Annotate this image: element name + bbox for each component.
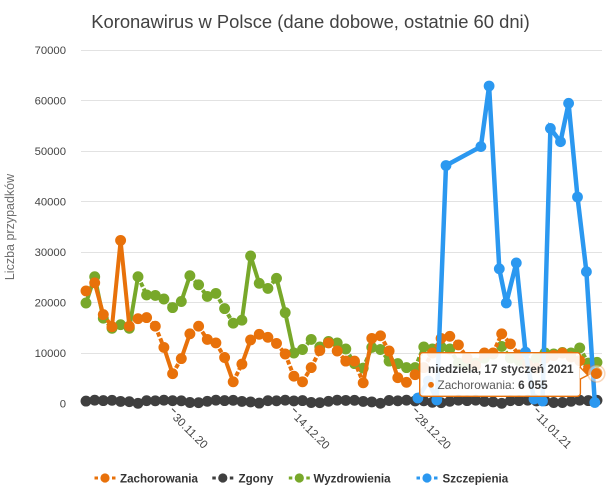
svg-text:50000: 50000 [35,146,66,158]
svg-text:28.12.20: 28.12.20 [413,412,453,452]
svg-text:Zachorowania: 6 055: Zachorowania: 6 055 [438,378,549,392]
svg-text:Szczepienia: Szczepienia [443,472,509,485]
svg-text:10000: 10000 [35,348,66,360]
svg-text:60000: 60000 [35,96,66,108]
svg-text:20000: 20000 [35,298,66,310]
svg-text:11.01.21: 11.01.21 [534,412,574,452]
svg-text:14.12.20: 14.12.20 [291,412,331,452]
svg-text:30.11.20: 30.11.20 [170,412,210,452]
svg-text:Zachorowania: Zachorowania [120,472,199,485]
svg-text:Zgony: Zgony [239,472,274,485]
svg-text:Wyzdrowienia: Wyzdrowienia [314,472,392,485]
svg-text:30000: 30000 [35,247,66,259]
svg-text:70000: 70000 [35,45,66,57]
svg-text:Liczba przypadków: Liczba przypadków [3,173,17,280]
svg-text:0: 0 [60,399,66,411]
svg-text:niedziela, 17 styczeń 2021: niedziela, 17 styczeń 2021 [428,362,574,376]
svg-text:40000: 40000 [35,197,66,209]
